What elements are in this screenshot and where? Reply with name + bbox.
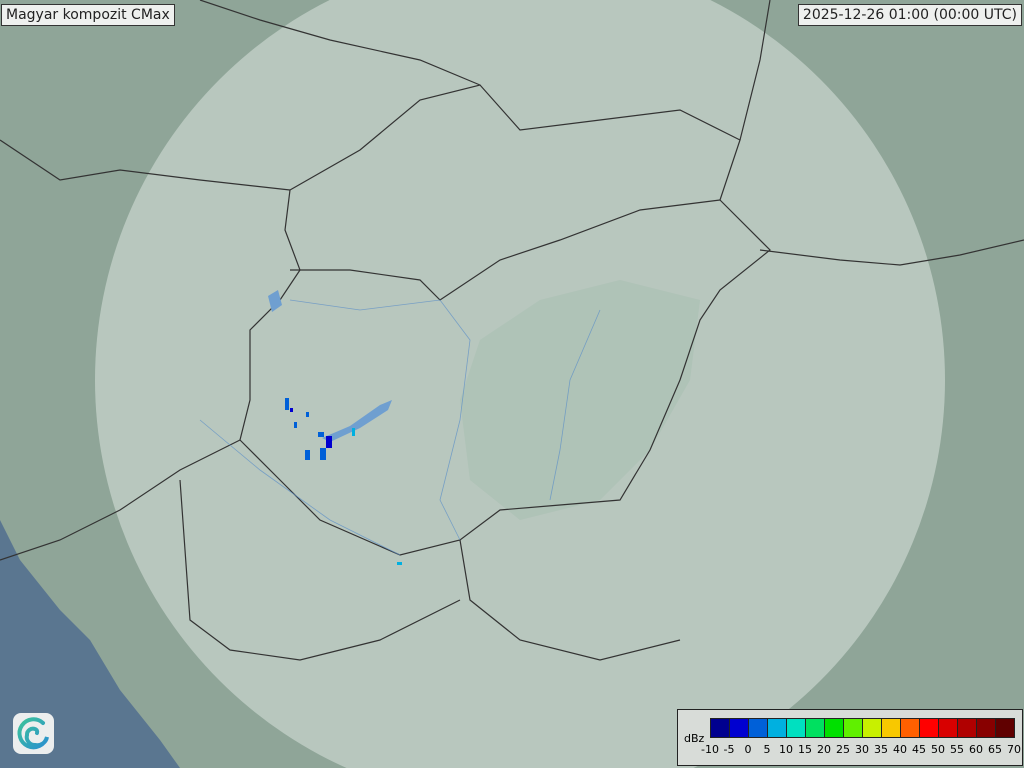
legend-tick-label: 40	[893, 743, 907, 756]
legend-swatch	[711, 719, 730, 737]
timestamp-label: 2025-12-26 01:00 (00:00 UTC)	[797, 4, 1022, 26]
adriatic-sea	[0, 520, 180, 768]
legend-color-bar	[710, 718, 1015, 738]
legend-ticks: -10 -5 0 5 10 15 20 25 30 35 40 45 50 55 60 65 70	[700, 743, 1024, 757]
legend-swatch	[939, 719, 958, 737]
swirl-logo-icon	[13, 713, 54, 754]
legend-tick-label: 35	[874, 743, 888, 756]
legend-swatch	[920, 719, 939, 737]
legend-tick-label: 50	[931, 743, 945, 756]
legend-tick-label: 5	[763, 743, 771, 756]
legend-tick-label: 15	[798, 743, 812, 756]
legend-tick-label: 55	[950, 743, 964, 756]
legend-swatch	[730, 719, 749, 737]
legend-swatch	[882, 719, 901, 737]
legend-tick-label: 25	[836, 743, 850, 756]
country-borders	[0, 0, 1024, 661]
legend-swatch	[901, 719, 920, 737]
legend-tick-label: 45	[912, 743, 926, 756]
legend-tick-label: 60	[969, 743, 983, 756]
legend-unit: dBz	[684, 732, 705, 745]
legend-tick-label: -5	[723, 743, 735, 756]
legend-tick-label: 70	[1007, 743, 1021, 756]
dbz-legend: dBz -10 -5 0 5 10 15 20 25 30 35 40 45 50 55 60 65 70	[677, 709, 1023, 766]
legend-swatch	[806, 719, 825, 737]
legend-swatch	[768, 719, 787, 737]
legend-swatch	[977, 719, 996, 737]
legend-swatch	[844, 719, 863, 737]
legend-swatch	[863, 719, 882, 737]
map-title: Magyar kompozit CMax	[1, 4, 175, 26]
legend-tick-label: 10	[779, 743, 793, 756]
lake-balaton	[322, 400, 392, 442]
legend-swatch	[825, 719, 844, 737]
legend-tick-label: -10	[701, 743, 719, 756]
legend-swatch	[787, 719, 806, 737]
radar-echoes	[285, 398, 402, 565]
legend-tick-label: 0	[744, 743, 752, 756]
legend-swatch	[749, 719, 768, 737]
legend-tick-label: 65	[988, 743, 1002, 756]
legend-tick-label: 30	[855, 743, 869, 756]
rivers	[199, 299, 601, 556]
legend-swatch	[958, 719, 977, 737]
legend-swatch	[996, 719, 1014, 737]
great-plain	[460, 280, 700, 520]
lake-neusiedl	[268, 290, 282, 312]
legend-tick-label: 20	[817, 743, 831, 756]
